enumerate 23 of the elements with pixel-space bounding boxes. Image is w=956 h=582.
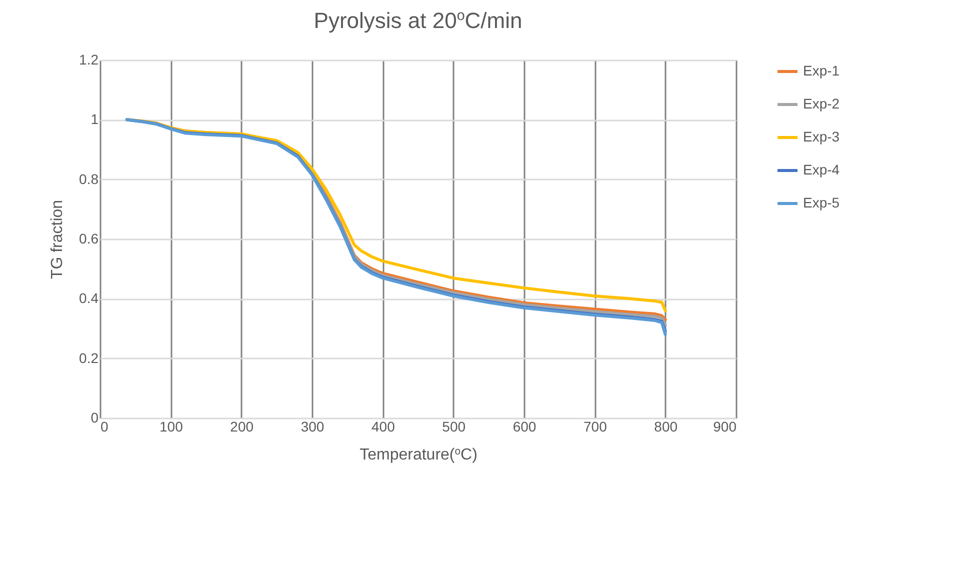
x-tick-label: 300 [300, 418, 324, 434]
x-tick-label: 900 [713, 418, 737, 434]
y-tick-label: 0.6 [79, 230, 99, 246]
legend-label: Exp-5 [803, 194, 840, 210]
legend-label: Exp-2 [803, 96, 840, 112]
y-tick-label: 0.2 [79, 350, 99, 366]
y-axis-title: TG fraction [49, 200, 66, 280]
x-tick-label: 400 [371, 418, 396, 434]
y-tick-label: 1.2 [79, 52, 99, 68]
x-tick-label: 200 [230, 418, 254, 434]
y-tick-label: 1 [90, 111, 99, 128]
x-tick-label: 600 [512, 418, 536, 434]
x-tick-label: 100 [159, 418, 184, 434]
x-tick-label: 500 [442, 418, 466, 434]
y-tick-label: 0.8 [79, 170, 99, 187]
x-tick-label: 800 [654, 418, 678, 434]
y-tick-label: 0.4 [79, 290, 99, 306]
chart-title: Pyrolysis at 20$^{o}$C/min [314, 8, 522, 33]
legend-label: Exp-3 [803, 128, 840, 144]
legend-label: Exp-4 [803, 162, 840, 178]
x-tick-label: 700 [583, 418, 608, 434]
legend-label: Exp-1 [803, 62, 840, 78]
x-axis-title: Temperature($^{o}$C) [360, 446, 478, 464]
